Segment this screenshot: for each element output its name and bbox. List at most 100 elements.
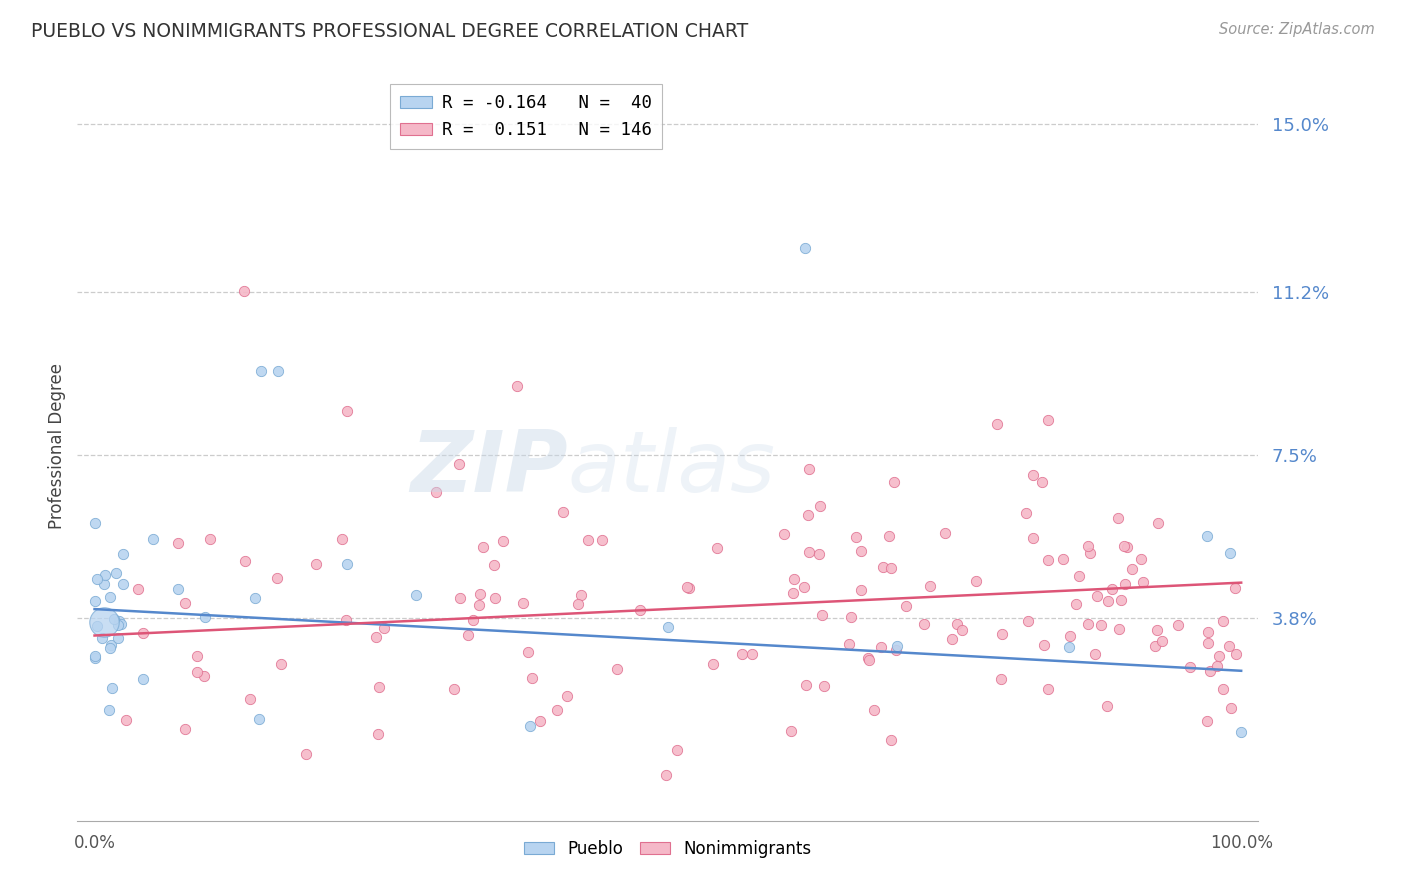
Point [247,712,270,726]
Point [606,662,628,676]
Point [1121,562,1143,576]
Point [83,594,105,608]
Point [98,590,121,604]
Point [567,597,589,611]
Point [965,574,987,589]
Point [98,641,121,656]
Point [1218,639,1240,653]
Point [1097,698,1119,713]
Point [364,631,387,645]
Point [991,626,1014,640]
Point [93,577,115,591]
Point [1147,516,1170,530]
Point [813,679,835,693]
Point [470,587,492,601]
Point [425,485,447,500]
Point [858,651,880,665]
Point [1084,647,1107,661]
Point [839,609,862,624]
Point [1069,569,1091,583]
Point [336,403,359,417]
Point [879,529,901,543]
Point [990,673,1012,687]
Point [472,540,495,554]
Point [105,566,128,580]
Point [858,653,880,667]
Point [1212,682,1234,697]
Point [851,543,873,558]
Point [1206,659,1229,673]
Point [807,547,830,561]
Point [546,703,568,717]
Point [405,588,427,602]
Point [880,560,903,574]
Point [1132,575,1154,590]
Point [1109,593,1132,607]
Point [796,677,818,691]
Point [131,672,153,686]
Point [886,643,908,657]
Point [879,733,901,747]
Point [797,508,820,523]
Point [1036,682,1059,697]
Point [512,596,534,610]
Point [1197,714,1219,729]
Text: Source: ZipAtlas.com: Source: ZipAtlas.com [1219,22,1375,37]
Point [194,609,217,624]
Legend: Pueblo, Nonimmigrants: Pueblo, Nonimmigrants [517,833,818,864]
Point [83,649,105,664]
Point [1101,582,1123,596]
Point [678,581,700,595]
Point [886,639,908,653]
Point [1212,615,1234,629]
Point [519,719,541,733]
Point [851,583,873,598]
Text: ZIP: ZIP [409,427,568,510]
Point [1220,701,1243,715]
Point [862,703,884,717]
Point [912,617,935,632]
Point [1036,413,1059,427]
Point [773,527,796,541]
Point [127,582,149,597]
Point [1167,618,1189,632]
Point [838,638,860,652]
Point [1178,660,1201,674]
Point [1107,510,1129,524]
Point [86,619,108,633]
Point [1197,625,1219,640]
Point [1077,539,1099,553]
Point [894,599,917,613]
Point [1225,647,1247,661]
Point [167,535,190,549]
Point [368,680,391,694]
Point [1114,576,1136,591]
Point [270,657,292,671]
Point [1097,593,1119,607]
Point [872,560,894,574]
Point [1022,467,1045,482]
Point [449,591,471,605]
Point [167,582,190,596]
Point [174,596,197,610]
Point [628,603,651,617]
Point [111,547,134,561]
Point [461,613,484,627]
Point [780,724,803,739]
Point [233,284,256,298]
Point [1033,638,1056,652]
Point [103,612,125,626]
Point [1143,640,1166,654]
Point [1014,506,1036,520]
Point [239,692,262,706]
Point [793,580,815,594]
Point [174,722,197,736]
Point [1057,640,1080,654]
Point [654,768,676,782]
Point [186,649,208,664]
Point [1085,590,1108,604]
Point [1031,475,1053,490]
Point [986,417,1008,431]
Point [1108,622,1130,636]
Point [529,714,551,728]
